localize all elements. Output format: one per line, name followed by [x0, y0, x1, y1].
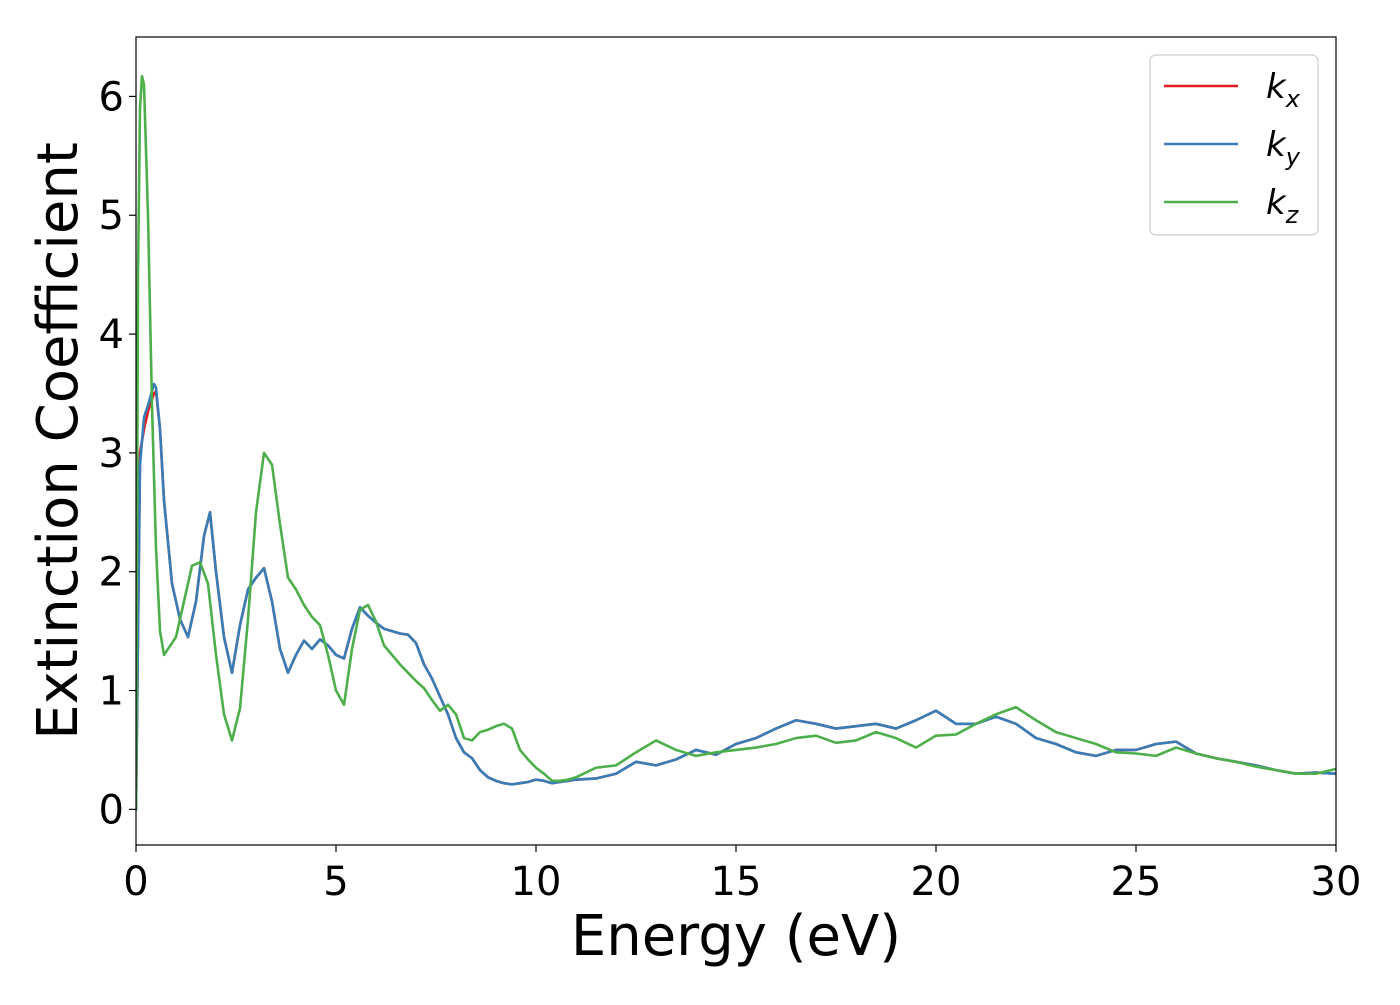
series-line-y	[136, 382, 1336, 811]
series-line-z	[136, 74, 1336, 811]
x-tick-label: 20	[911, 859, 962, 905]
x-tick-label: 0	[123, 859, 148, 905]
x-tick-label: 25	[1111, 859, 1162, 905]
y-tick-label: 2	[99, 550, 124, 596]
x-axis-title: Energy (eV)	[571, 904, 901, 969]
x-tick-label: 5	[323, 859, 348, 905]
series-layer	[136, 74, 1336, 811]
x-tick-label: 30	[1311, 859, 1362, 905]
y-tick-label: 0	[99, 787, 124, 833]
y-tick-label: 3	[99, 431, 124, 477]
y-axis-title: Extinction Coefficient	[26, 142, 91, 740]
x-tick-label: 10	[511, 859, 562, 905]
y-tick-label: 5	[99, 193, 124, 239]
y-tick-label: 4	[99, 312, 124, 358]
y-tick-label: 1	[99, 669, 124, 715]
x-tick-label: 15	[711, 859, 762, 905]
y-tick-label: 6	[99, 74, 124, 120]
tick-layer: 0 5 10 15 20 25 30 0 1 2 3 4 5 6	[99, 74, 1362, 905]
series-line-x	[136, 389, 1336, 811]
